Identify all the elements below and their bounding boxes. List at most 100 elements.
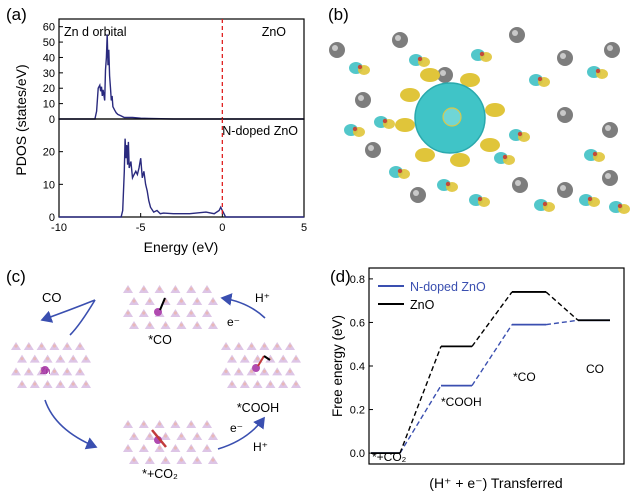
panel-b: (b) xyxy=(328,5,630,214)
lattice-atom xyxy=(179,323,183,327)
zn-atom-highlight xyxy=(413,190,419,196)
oxygen-atom xyxy=(587,196,593,202)
panel-label-b: (b) xyxy=(328,5,349,24)
lattice-atom xyxy=(173,446,177,450)
pdos-ndoped-plot: N-doped ZnO 0 10 20 -10 -5 0 5 xyxy=(43,118,307,234)
lattice-atom xyxy=(250,344,254,348)
zn-atom-highlight xyxy=(560,110,566,116)
lattice-atom xyxy=(148,323,152,327)
lattice-atom xyxy=(179,434,183,438)
lattice-atom xyxy=(211,299,215,303)
lattice-atom xyxy=(268,382,272,386)
zn-atom-highlight xyxy=(605,173,611,179)
zn-atom-label: Zn xyxy=(40,366,51,376)
y-tick-label: 10 xyxy=(43,99,55,111)
y-tick-label: 20 xyxy=(43,147,55,159)
lattice-atom xyxy=(288,369,292,373)
lattice-atom xyxy=(195,323,199,327)
electron-label-top: e⁻ xyxy=(227,315,240,329)
lattice-atom xyxy=(256,382,260,386)
co2-adsorbate-label: *+CO₂ xyxy=(142,467,178,481)
y-tick-label: 0.4 xyxy=(350,361,365,373)
zn-atom-highlight xyxy=(515,180,521,186)
zn-atom-highlight xyxy=(605,125,611,131)
lattice-atom xyxy=(58,357,63,361)
lattice-atom xyxy=(195,434,199,438)
lattice-atom xyxy=(20,357,24,361)
oxygen-atom xyxy=(502,154,508,160)
zn-atom-highlight xyxy=(560,185,566,191)
co-product-label: CO xyxy=(42,290,62,305)
lattice-atom xyxy=(211,323,215,327)
oxygen-atom xyxy=(417,56,423,62)
energy-x-axis-label: Energy (eV) xyxy=(144,239,219,255)
lattice-atom xyxy=(262,369,266,373)
lattice-atom xyxy=(46,382,50,386)
lattice-atom xyxy=(52,344,57,348)
free-energy-y-ticks: 0.0 0.2 0.4 0.6 0.8 xyxy=(350,274,373,460)
zn-atom-highlight xyxy=(332,45,338,51)
lattice-atom xyxy=(205,311,209,315)
pdos-ndoped-curve xyxy=(59,138,304,218)
lattice-atom xyxy=(27,344,31,348)
lattice-atom xyxy=(71,357,75,361)
yellow-isosurface xyxy=(485,103,505,117)
energy-connector xyxy=(399,385,442,454)
lattice-atom xyxy=(158,446,162,450)
lattice-atom xyxy=(132,323,136,327)
step-label-co: *CO xyxy=(513,370,536,384)
zn-atom-highlight xyxy=(512,30,518,36)
energy-connector xyxy=(399,346,442,454)
panel-label-c: (c) xyxy=(6,267,26,286)
lattice-atom xyxy=(294,382,298,386)
step-label-cooh: *COOH xyxy=(441,395,482,409)
lattice-atom xyxy=(126,446,130,450)
lattice-atom xyxy=(205,287,209,291)
oxygen-atom xyxy=(445,181,451,187)
y-tick-label: 60 xyxy=(43,22,55,34)
y-tick-label: 30 xyxy=(43,68,55,80)
y-tick-label: 0.2 xyxy=(350,405,365,417)
yellow-isosurface xyxy=(420,68,440,82)
free-energy-x-axis-label: (H⁺ + e⁻) Transferred xyxy=(429,475,562,491)
yellow-isosurface xyxy=(400,88,420,102)
lattice-atom xyxy=(281,382,285,386)
pdos-y-axis-label: PDOS (states/eV) xyxy=(13,64,29,175)
step-label-co2: *+CO₂ xyxy=(372,450,407,464)
y-tick-label: 40 xyxy=(43,52,55,64)
lattice-atom xyxy=(294,357,298,361)
lattice-atom xyxy=(205,422,209,426)
lattice-atom xyxy=(84,382,88,386)
lattice-atom xyxy=(158,287,162,291)
lattice-atom xyxy=(211,434,215,438)
y-tick-label: 0.6 xyxy=(350,317,365,329)
yellow-isosurface xyxy=(480,138,500,152)
lattice-atom xyxy=(189,422,193,426)
lattice-atom xyxy=(262,344,266,348)
co-adsorbate-label: *CO xyxy=(148,333,172,347)
lattice-atom xyxy=(195,299,199,303)
lattice-atom xyxy=(52,369,57,373)
zn-atom-highlight xyxy=(440,70,446,76)
yellow-isosurface xyxy=(460,73,480,87)
lattice-atom xyxy=(205,446,209,450)
lattice-atom xyxy=(71,382,75,386)
yellow-isosurface xyxy=(415,148,435,162)
y-tick-label: 0 xyxy=(49,212,55,224)
lattice-atom xyxy=(126,422,130,426)
zn-atom-highlight xyxy=(395,35,401,41)
lattice-atom xyxy=(126,287,130,291)
lattice-atom xyxy=(20,382,24,386)
panel-a: (a) PDOS (states/eV) Zn d orbital ZnO 0 1… xyxy=(6,5,307,255)
lattice-atom xyxy=(173,311,177,315)
dopant-core xyxy=(442,107,462,127)
co-release-arrow xyxy=(40,299,96,323)
lattice-atom xyxy=(84,357,88,361)
lattice-atom xyxy=(132,458,136,462)
lattice-atom xyxy=(132,299,136,303)
lattice-atom xyxy=(164,458,168,462)
pdos-top-y-ticks: 0 10 20 30 40 50 60 xyxy=(43,22,63,126)
zn-atom-highlight xyxy=(368,145,374,151)
lattice-atom xyxy=(126,311,130,315)
lattice-atom xyxy=(230,382,234,386)
